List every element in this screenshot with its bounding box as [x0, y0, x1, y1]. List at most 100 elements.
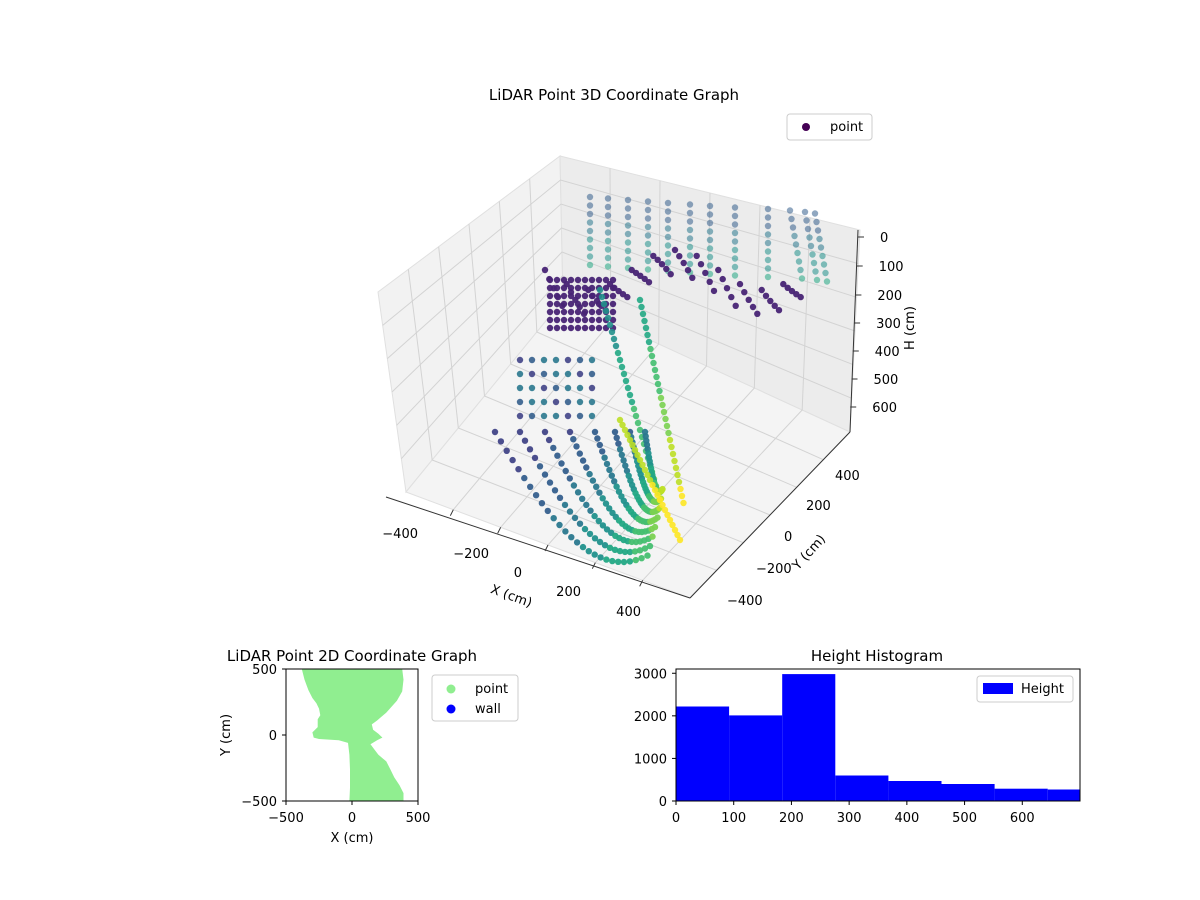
lidar-point — [579, 543, 587, 551]
lidar-point — [686, 252, 694, 259]
lidar-point — [603, 460, 611, 468]
lidar-point — [671, 526, 679, 534]
lidar-point — [602, 284, 610, 292]
lidar-point — [586, 470, 593, 478]
x-tick-label: −400 — [382, 527, 418, 542]
lidar-point — [674, 531, 681, 539]
lidar-point — [731, 272, 739, 279]
lidar-point — [651, 366, 659, 374]
lidar-point — [604, 246, 612, 253]
lidar-point — [588, 300, 596, 308]
y-tick-label: −400 — [727, 594, 763, 609]
lidar-point — [598, 293, 606, 301]
lidar-point — [586, 202, 594, 209]
lidar-point — [624, 213, 632, 221]
x-tick-label-hist: 200 — [779, 811, 804, 826]
lidar-point — [567, 276, 575, 284]
lidar-point — [540, 356, 548, 364]
lidar-point — [609, 557, 616, 565]
lidar-point — [616, 446, 624, 453]
legend-point-label: point — [830, 120, 863, 135]
lidar-point — [538, 500, 546, 507]
lidar-point — [516, 398, 524, 406]
lidar-2d-chart: LiDAR Point 2D Coordinate Graph −500 0 500… — [219, 647, 519, 846]
lidar-point — [516, 428, 524, 436]
lidar-point — [564, 384, 572, 392]
lidar-point — [641, 545, 649, 552]
lidar-point — [576, 450, 583, 457]
z-axis-line — [849, 229, 859, 433]
lidar-point — [596, 489, 603, 496]
grid-line-y — [498, 201, 797, 488]
lidar-point — [754, 310, 761, 317]
lidar-point — [515, 466, 522, 473]
lidar-point — [664, 511, 671, 519]
lidar-point — [644, 223, 652, 231]
legend-histogram: Height — [976, 675, 1074, 703]
lidar-point — [574, 276, 582, 284]
lidar-point — [638, 555, 645, 562]
lidar-point — [516, 370, 524, 378]
point-scatter-region — [301, 669, 404, 801]
lidar-point — [665, 429, 672, 437]
lidar-point — [503, 447, 510, 454]
lidar-point — [588, 316, 596, 324]
lidar-point — [636, 296, 644, 304]
lidar-point — [639, 310, 647, 318]
lidar-point — [609, 316, 617, 324]
lidar-point — [622, 377, 630, 385]
lidar-point — [644, 198, 652, 205]
lidar-point — [686, 260, 694, 268]
z-tick-label: 300 — [876, 317, 901, 332]
lidar-point — [644, 206, 652, 214]
y-tick-label-2d: 500 — [252, 663, 277, 678]
lidar-point — [573, 539, 581, 546]
x-tick-label: 400 — [616, 605, 641, 620]
lidar-point — [686, 226, 694, 234]
lidar-point — [576, 398, 584, 406]
legend-height-label: Height — [1021, 682, 1064, 697]
z-tick-label: 400 — [875, 345, 900, 360]
lidar-point — [678, 492, 686, 500]
lidar-point — [638, 303, 645, 311]
lidar-point — [550, 515, 557, 522]
x-tick-mark — [544, 544, 549, 552]
x-tick-label-2d: −500 — [268, 811, 304, 826]
y-tick-label: 400 — [835, 469, 860, 484]
lidar-point — [697, 261, 705, 268]
lidar-point — [764, 222, 772, 230]
lidar-point — [731, 238, 739, 245]
lidar-point — [644, 552, 651, 559]
z-tick-label: 0 — [880, 231, 888, 246]
lidar-point — [586, 236, 594, 243]
lidar-point — [553, 316, 561, 324]
lidar-point — [606, 321, 614, 329]
grid-line-x — [594, 205, 761, 564]
z-axis-label: H (cm) — [903, 306, 918, 350]
lidar-point — [621, 548, 629, 556]
lidar-point — [764, 265, 772, 272]
lidar-point — [807, 242, 815, 250]
y-tick-label-2d: −500 — [241, 795, 277, 810]
lidar-point — [656, 496, 664, 504]
lidar-point — [649, 481, 656, 489]
lidar-point — [521, 474, 528, 482]
lidar-point — [608, 472, 615, 479]
lidar-point — [632, 556, 639, 564]
chart3d-title: LiDAR Point 3D Coordinate Graph — [489, 86, 739, 104]
lidar-point — [566, 475, 573, 482]
lidar-point — [594, 435, 601, 442]
lidar-point — [531, 454, 539, 462]
lidar-point — [601, 542, 609, 549]
histogram-title: Height Histogram — [811, 647, 943, 665]
lidar-point — [806, 234, 813, 241]
lidar-point — [641, 317, 648, 325]
lidar-point — [564, 412, 572, 420]
lidar-point — [654, 514, 661, 521]
lidar-point — [731, 221, 739, 228]
lidar-point — [798, 275, 806, 282]
lidar-point — [674, 471, 681, 479]
lidar-point — [545, 436, 553, 444]
lidar-point — [680, 499, 687, 507]
lidar-point — [745, 296, 752, 303]
